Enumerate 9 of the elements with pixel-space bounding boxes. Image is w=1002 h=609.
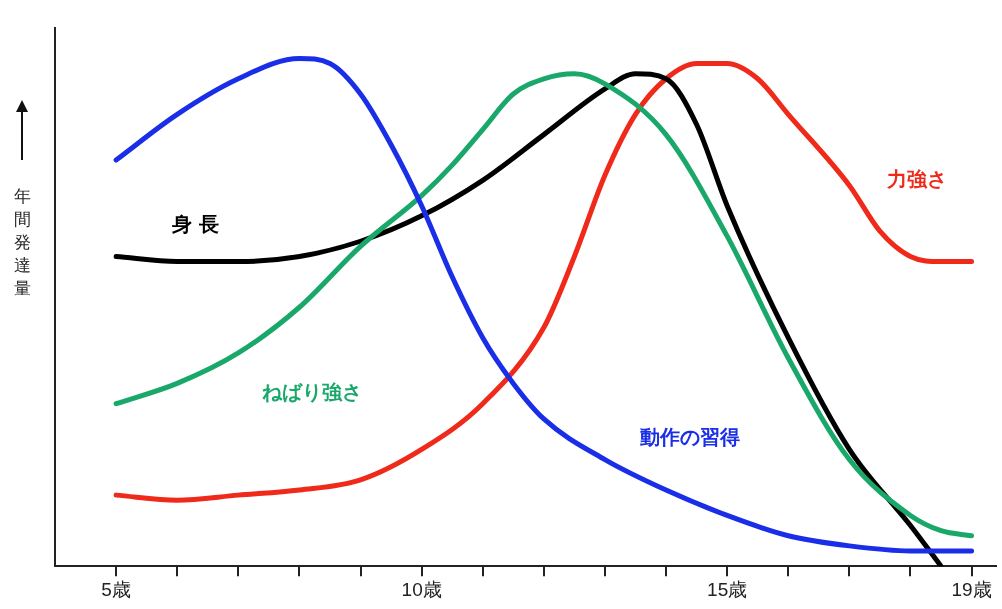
x-tick-label: 19歳 <box>951 578 992 600</box>
x-tick-label: 5歳 <box>101 578 131 600</box>
series-label: 身 長 <box>171 212 220 237</box>
x-tick-label: 10歳 <box>401 578 442 600</box>
y-axis-title: 年間発達量 <box>12 185 32 300</box>
series-label: ねばり強さ <box>261 379 362 404</box>
series-label: 動作の習得 <box>639 425 741 450</box>
series-label: 力強さ <box>885 166 947 191</box>
x-tick-label: 15歳 <box>707 578 748 600</box>
